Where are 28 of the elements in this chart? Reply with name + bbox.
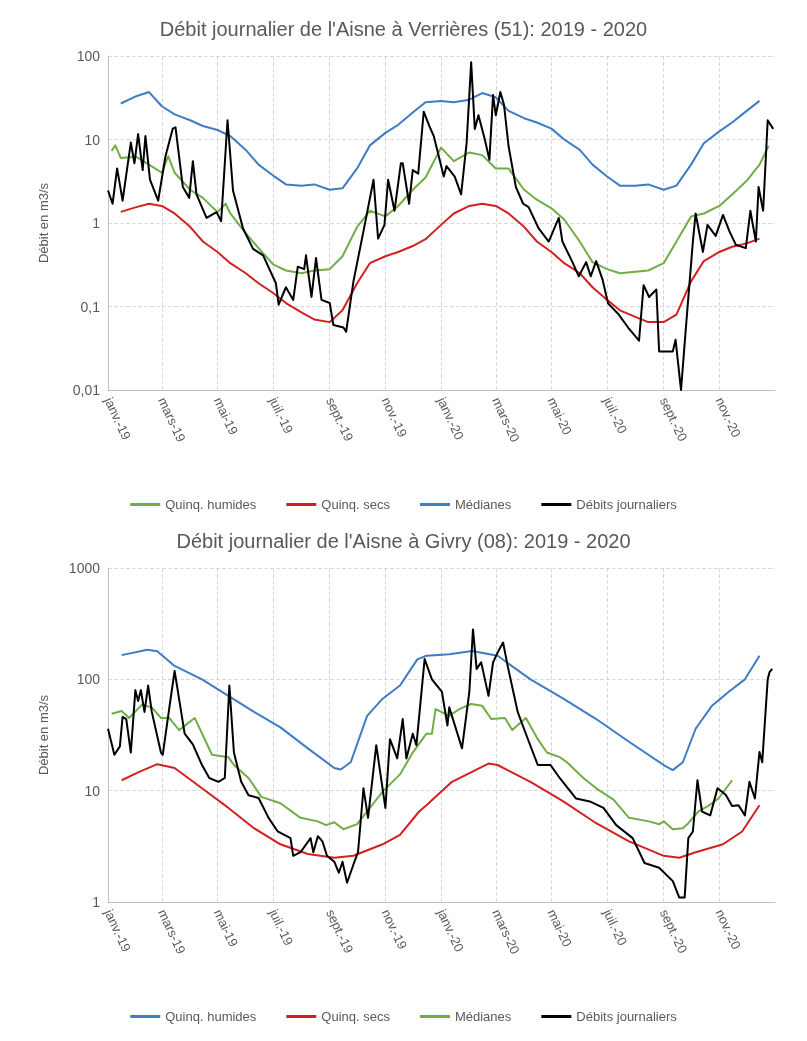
legend-label: Médianes	[454, 1009, 512, 1024]
line-series	[119, 91, 761, 191]
y-tick-label: 10	[84, 782, 101, 799]
legend-label: Quinq. secs	[321, 1009, 391, 1024]
line-series	[120, 648, 761, 772]
legend-label: Médianes	[454, 497, 512, 512]
line-series	[120, 762, 761, 859]
line-series	[110, 144, 770, 275]
y-axis-title: Débit en m3/s	[36, 694, 51, 776]
y-tick-label: 0,1	[80, 298, 101, 315]
legend-label: Quinq. humides	[165, 497, 257, 512]
chart-title: Débit journalier de l'Aisne à Verrières (51): 2019 - 2020	[159, 18, 648, 40]
y-tick-label: 100	[76, 48, 101, 64]
y-tick-label: 1000	[68, 560, 101, 576]
y-tick-label: 1	[92, 894, 101, 910]
line-series	[107, 628, 774, 899]
chart-title: Débit journalier de l'Aisne à Givry (08): 2019 - 2020	[176, 530, 631, 552]
y-tick-label: 1	[92, 215, 101, 231]
legend-label: Quinq. secs	[321, 497, 391, 512]
y-axis-title: Débit en m3/s	[36, 182, 51, 264]
legend-label: Débits journaliers	[576, 497, 678, 512]
y-tick-label: 0,01	[72, 382, 101, 398]
legend-label: Quinq. humides	[165, 1009, 257, 1024]
line-series	[119, 202, 761, 324]
line-series	[110, 703, 734, 831]
y-tick-label: 100	[76, 671, 101, 688]
legend-label: Débits journaliers	[576, 1009, 678, 1024]
y-tick-label: 10	[84, 131, 101, 148]
